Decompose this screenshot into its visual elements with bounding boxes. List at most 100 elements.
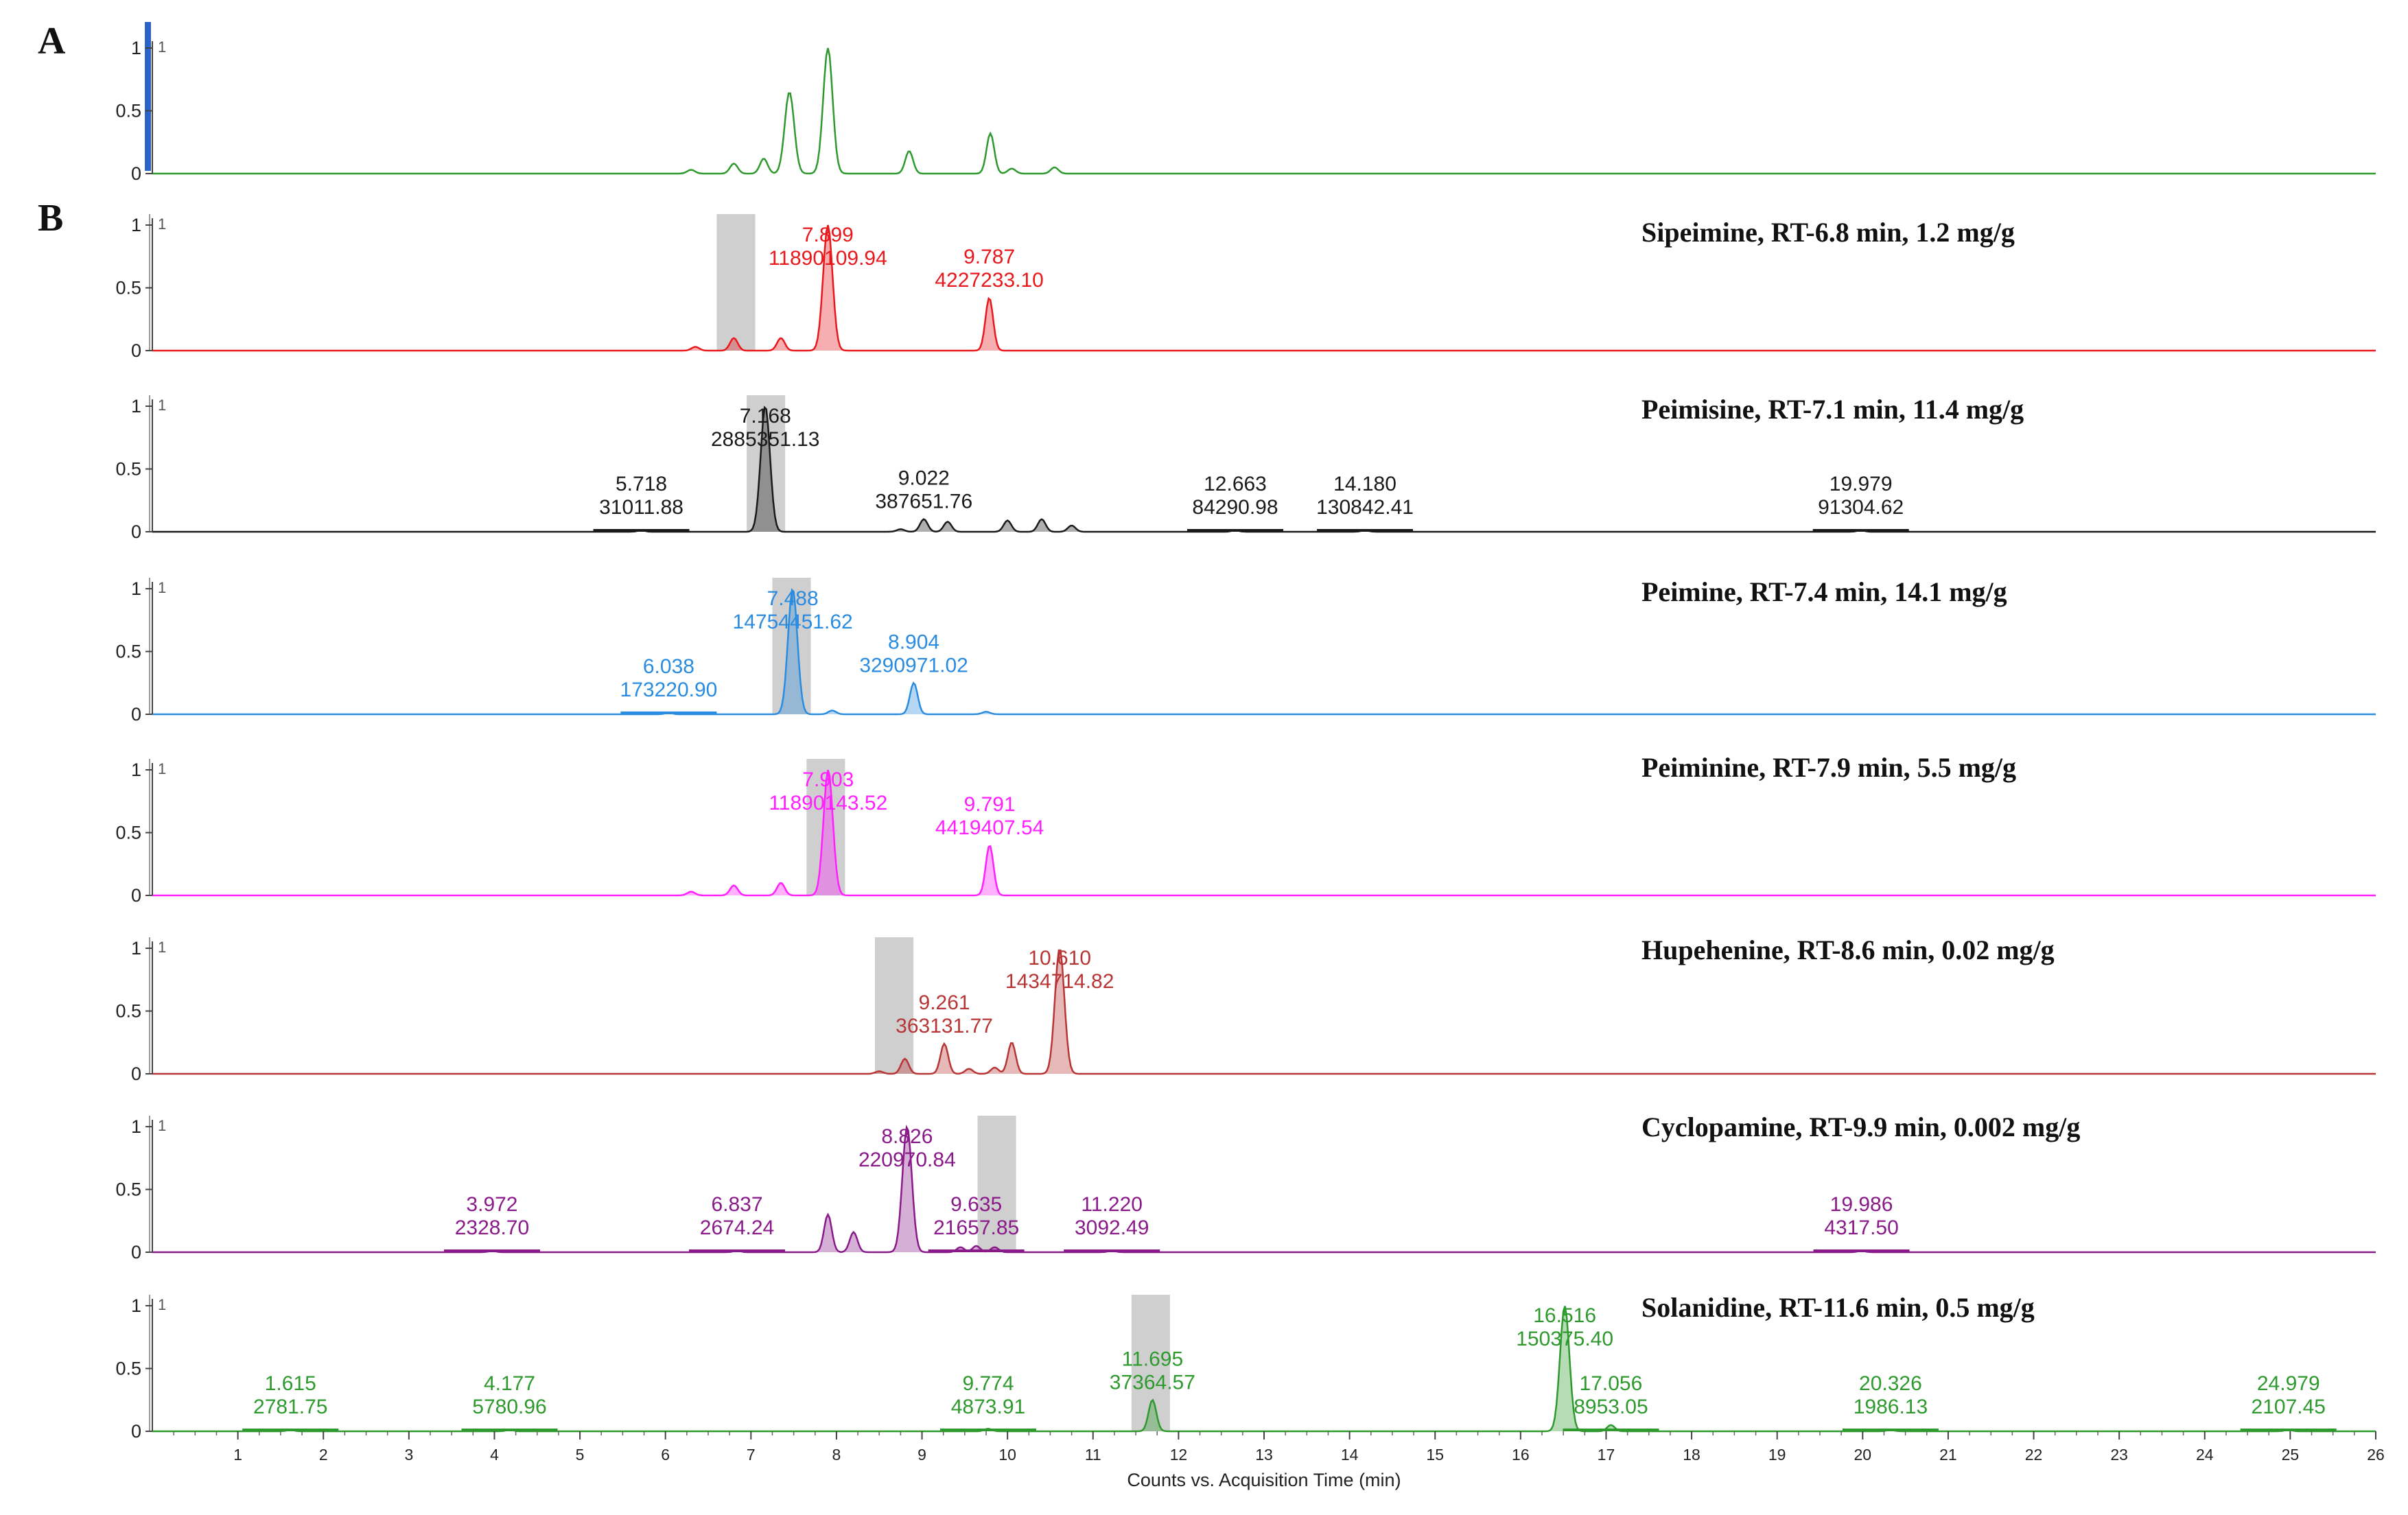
- peak-area-label: 8953.05: [1574, 1396, 1648, 1418]
- peak-rt-label: 7.899: [802, 224, 854, 246]
- x-tick-label: 24: [2196, 1446, 2214, 1464]
- peak-area-label: 1986.13: [1854, 1396, 1928, 1418]
- peak-rt-label: 24.979: [2257, 1372, 2320, 1395]
- y-tick-label: 0: [131, 1064, 141, 1084]
- y-tick-label: 0.5: [115, 101, 141, 121]
- peak-rt-label: 9.022: [898, 467, 950, 490]
- x-tick-label: 11: [1085, 1446, 1101, 1464]
- y-tick-label: 0: [131, 1421, 141, 1442]
- y-tick-label: 0.5: [115, 823, 141, 843]
- peak-rt-label: 7.488: [767, 587, 819, 610]
- y-tick-label: 0.5: [115, 642, 141, 662]
- peak-area-label: 4873.91: [951, 1396, 1025, 1418]
- x-tick-label: 22: [2025, 1446, 2043, 1464]
- rt-highlight-band: [716, 214, 756, 351]
- x-tick-label: 10: [998, 1446, 1016, 1464]
- y-tick-label: 1: [131, 396, 141, 416]
- panel-title: Peimisine, RT-7.1 min, 11.4 mg/g: [1641, 394, 2024, 425]
- x-tick-label: 23: [2110, 1446, 2128, 1464]
- panel-scale-tag: 1: [158, 760, 166, 777]
- peak-area-label: 11890109.94: [769, 247, 887, 270]
- y-tick-label: 1: [131, 38, 141, 58]
- panel-title: Solanidine, RT-11.6 min, 0.5 mg/g: [1641, 1292, 2035, 1323]
- peak-area-label: 14754451.62: [733, 611, 853, 633]
- peak-rt-label: 1.615: [265, 1372, 316, 1395]
- panel-scale-tag: 1: [158, 1296, 166, 1313]
- peak-area-label: 4419407.54: [935, 817, 1044, 839]
- x-axis-label: Counts vs. Acquisition Time (min): [1127, 1470, 1401, 1490]
- x-tick-label: 4: [490, 1446, 499, 1464]
- peak-area-label: 84290.98: [1192, 496, 1278, 519]
- peak-rt-label: 6.038: [643, 655, 694, 678]
- peak-area-label: 21657.85: [933, 1217, 1019, 1239]
- peak-area-fill: [152, 225, 2376, 351]
- x-tick-label: 1: [233, 1446, 242, 1464]
- peak-rt-label: 19.986: [1830, 1193, 1893, 1216]
- y-tick-label: 0.5: [115, 278, 141, 298]
- peak-area-label: 387651.76: [875, 491, 972, 513]
- panel-scale-tag: 1: [158, 1117, 166, 1134]
- panel-title: Peiminine, RT-7.9 min, 5.5 mg/g: [1641, 752, 2016, 783]
- x-tick-label: 18: [1683, 1446, 1700, 1464]
- y-tick-label: 1: [131, 1116, 141, 1137]
- x-tick-label: 14: [1341, 1446, 1359, 1464]
- blue-scroll-bar: [145, 22, 151, 171]
- peak-area-label: 220970.84: [858, 1149, 956, 1171]
- panel-scale-tag: 1: [158, 939, 166, 956]
- y-tick-label: 1: [131, 578, 141, 599]
- x-tick-label: 20: [1854, 1446, 1872, 1464]
- peak-rt-label: 3.972: [466, 1193, 517, 1216]
- peak-area-label: 11890143.52: [769, 792, 887, 814]
- y-tick-label: 0: [131, 163, 141, 184]
- x-tick-label: 8: [832, 1446, 841, 1464]
- rt-highlight-band: [747, 395, 786, 532]
- x-tick-label: 13: [1255, 1446, 1273, 1464]
- peak-area-fill: [152, 589, 2376, 714]
- y-tick-label: 0: [131, 340, 141, 361]
- peak-rt-label: 11.220: [1081, 1193, 1143, 1216]
- peak-area-label: 173220.90: [620, 679, 718, 701]
- peak-area-label: 3290971.02: [859, 654, 968, 677]
- peak-rt-label: 10.610: [1028, 947, 1091, 970]
- peak-rt-label: 9.261: [919, 991, 970, 1014]
- x-tick-label: 5: [576, 1446, 585, 1464]
- y-tick-label: 0.5: [115, 1359, 141, 1379]
- panel-title: Sipeimine, RT-6.8 min, 1.2 mg/g: [1641, 217, 2015, 248]
- peak-area-label: 150375.40: [1516, 1328, 1613, 1350]
- y-tick-label: 0: [131, 885, 141, 906]
- panel-label: B: [38, 197, 63, 239]
- peak-area-label: 91304.62: [1818, 496, 1904, 519]
- x-tick-label: 26: [2367, 1446, 2385, 1464]
- x-tick-label: 3: [404, 1446, 413, 1464]
- peak-rt-label: 9.787: [963, 246, 1015, 268]
- peak-area-label: 363131.77: [896, 1015, 993, 1037]
- peak-area-fill: [152, 950, 2376, 1074]
- peak-area-label: 2885351.13: [711, 428, 820, 451]
- peak-area-label: 4227233.10: [935, 269, 1044, 292]
- peak-area-label: 3092.49: [1075, 1217, 1149, 1239]
- y-tick-label: 1: [131, 938, 141, 959]
- peak-rt-label: 11.695: [1122, 1348, 1184, 1370]
- peak-area-label: 2674.24: [700, 1217, 774, 1239]
- x-tick-label: 21: [1939, 1446, 1957, 1464]
- y-tick-label: 0: [131, 521, 141, 542]
- peak-area-label: 4317.50: [1824, 1217, 1898, 1239]
- x-tick-label: 7: [747, 1446, 756, 1464]
- peak-rt-label: 8.826: [881, 1125, 933, 1148]
- chromatogram-trace: [152, 769, 2376, 897]
- peak-area-label: 130842.41: [1316, 496, 1414, 519]
- y-tick-label: 1: [131, 1295, 141, 1316]
- panel-scale-tag: 1: [158, 579, 166, 596]
- peak-rt-label: 16.516: [1533, 1304, 1596, 1327]
- y-tick-label: 1: [131, 760, 141, 780]
- peak-rt-label: 8.904: [888, 631, 939, 653]
- x-tick-label: 12: [1170, 1446, 1188, 1464]
- chromatogram-trace: [152, 588, 2376, 716]
- peak-area-fill: [152, 770, 2376, 895]
- x-tick-label: 2: [319, 1446, 328, 1464]
- peak-area-label: 5780.96: [472, 1396, 546, 1418]
- panel-scale-tag: 1: [158, 397, 166, 414]
- y-tick-label: 0.5: [115, 459, 141, 480]
- y-tick-label: 0: [131, 1242, 141, 1262]
- peak-area-label: 31011.88: [599, 496, 683, 519]
